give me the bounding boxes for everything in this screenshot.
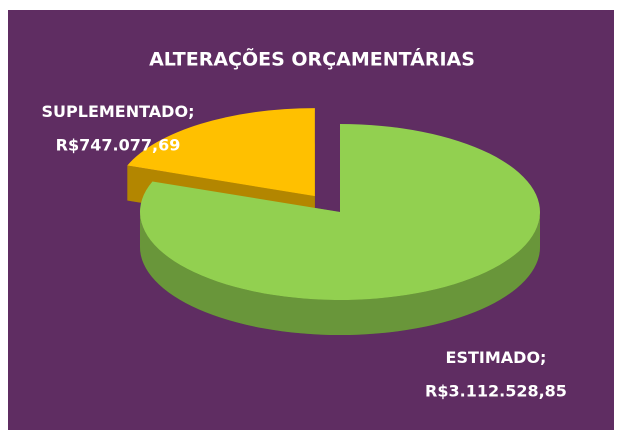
chart-title: ALTERAÇÕES ORÇAMENTÁRIAS: [149, 47, 475, 71]
layer-side: [140, 212, 540, 335]
separator: ;: [540, 348, 546, 367]
data-label-value: R$747.077,69: [56, 136, 181, 155]
slice-side: [140, 212, 540, 335]
separator: ;: [188, 102, 194, 121]
layer-top: [127, 108, 540, 301]
data-label-category: SUPLEMENTADO;: [42, 102, 195, 121]
category-name: ESTIMADO: [446, 348, 541, 367]
slice-top: [139, 124, 540, 301]
data-label-category: ESTIMADO;: [446, 348, 547, 367]
category-name: SUPLEMENTADO: [42, 102, 189, 121]
slice-top: [127, 108, 315, 197]
data-label-value: R$3.112.528,85: [425, 382, 567, 401]
